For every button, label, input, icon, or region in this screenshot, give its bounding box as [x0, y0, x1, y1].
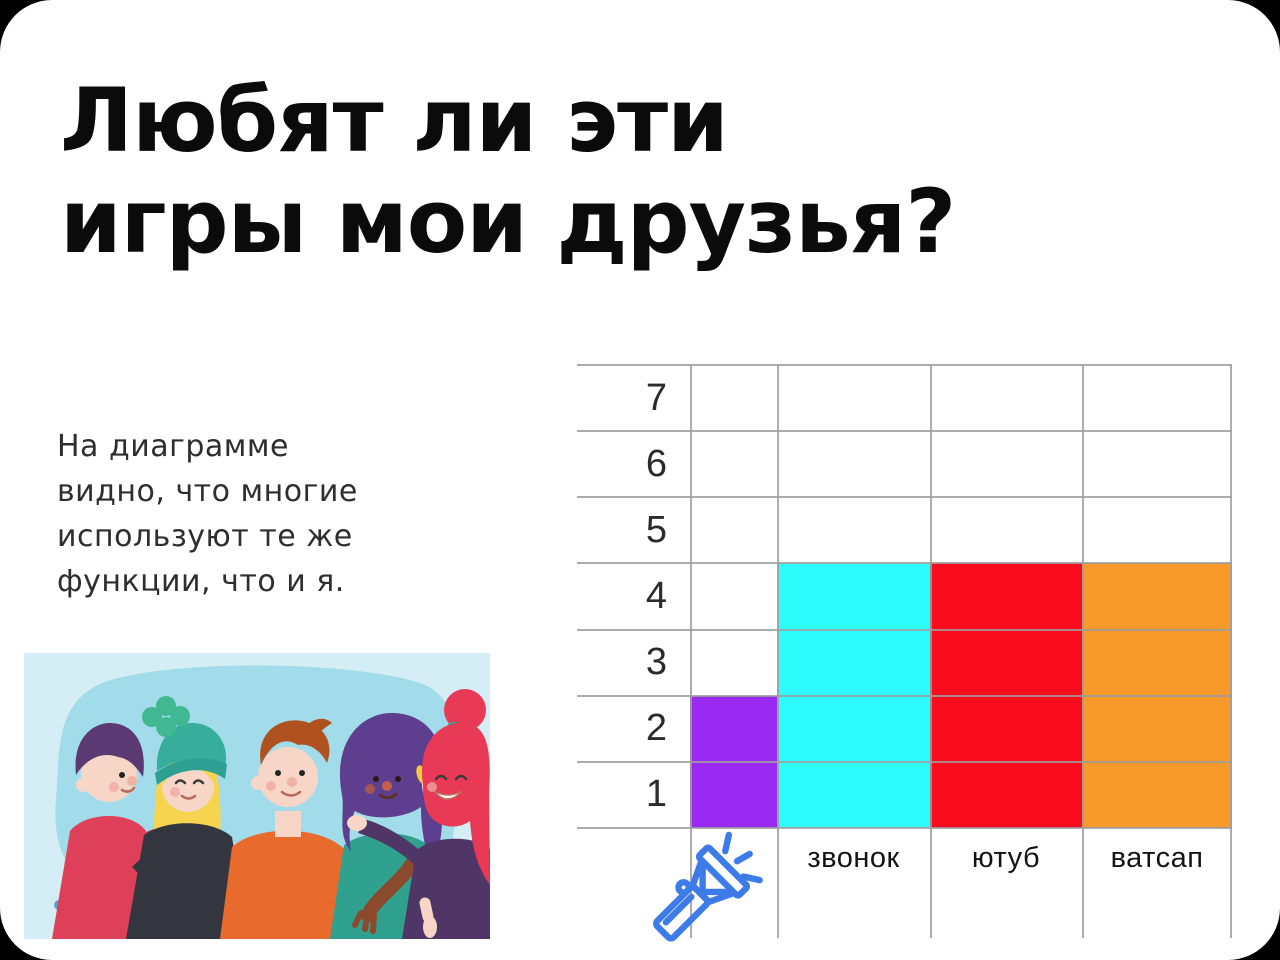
y-tick-7: 7	[645, 376, 667, 419]
y-tick-2: 2	[645, 707, 667, 750]
chart: 7 6 5 4 3 2 1 звонок ютуб ватсап	[577, 364, 1232, 942]
gridline-horizontal	[577, 761, 1232, 763]
description-line: используют те же	[57, 519, 353, 554]
gridline-horizontal	[577, 827, 1232, 829]
y-tick-4: 4	[645, 574, 667, 617]
gridline-horizontal	[577, 629, 1232, 631]
y-tick-3: 3	[645, 641, 667, 684]
gridline-vertical	[1230, 365, 1232, 938]
x-label-звонок: звонок	[807, 842, 900, 874]
gridline-horizontal	[577, 562, 1232, 564]
description: На диаграмме видно, что многие использую…	[57, 424, 358, 604]
gridline-vertical	[930, 365, 932, 938]
x-label-ватсап: ватсап	[1110, 842, 1204, 874]
gridline-horizontal	[577, 364, 1232, 366]
y-tick-5: 5	[645, 508, 667, 551]
gridline-vertical	[690, 365, 692, 938]
title-line-2: игры мои друзья?	[60, 170, 956, 273]
person-girl-teal-beanie	[126, 696, 248, 939]
page-title: Любят ли эти игры мои друзья?	[60, 69, 956, 273]
gridline-horizontal	[577, 430, 1232, 432]
flashlight-strokes	[653, 831, 763, 942]
friends-illustration	[24, 653, 490, 939]
description-line: На диаграмме	[57, 429, 290, 464]
gridline-vertical	[1082, 365, 1084, 938]
description-line: видно, что многие	[57, 474, 358, 509]
description-line: функции, что и я.	[57, 564, 345, 599]
x-label-ютуб: ютуб	[971, 842, 1041, 874]
person-boy-orange-shirt	[220, 718, 356, 939]
gridline-horizontal	[577, 695, 1232, 697]
person-girl-red-bun	[347, 689, 490, 939]
gridline-horizontal	[577, 496, 1232, 498]
gridline-vertical	[777, 365, 779, 938]
title-line-1: Любят ли эти	[60, 69, 729, 172]
flashlight-icon	[653, 831, 763, 942]
y-tick-6: 6	[645, 442, 667, 485]
y-tick-1: 1	[645, 773, 667, 816]
